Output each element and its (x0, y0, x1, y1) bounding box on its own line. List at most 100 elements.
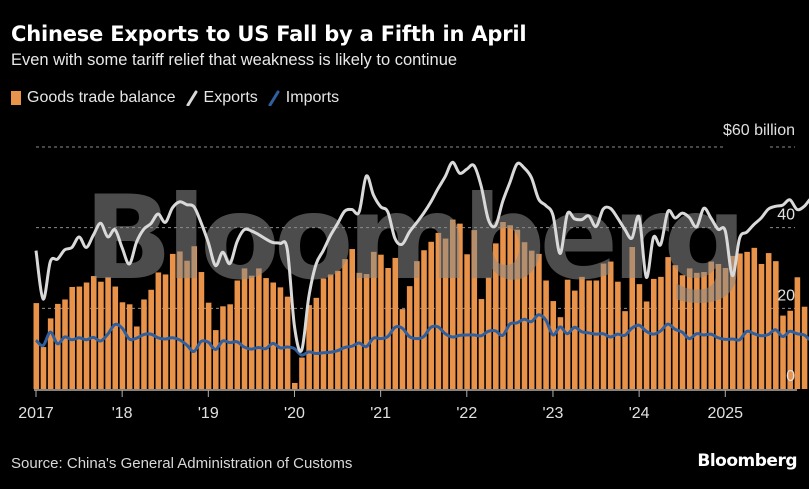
trade-balance-bar (55, 303, 61, 389)
trade-balance-bar (694, 272, 700, 389)
trade-balance-bar (399, 309, 406, 389)
trade-balance-bar (428, 241, 434, 389)
x-tick-label: '20 (284, 405, 305, 422)
trade-balance-bar (521, 242, 528, 389)
trade-balance-bar (370, 251, 377, 389)
trade-balance-bar (227, 304, 233, 389)
trade-balance-bar (543, 280, 549, 389)
trade-balance-bar (385, 268, 391, 389)
trade-balance-bar (335, 270, 341, 389)
trade-balance-swatch-icon (11, 91, 21, 105)
trade-balance-bar (701, 272, 707, 389)
trade-balance-bar (672, 265, 679, 389)
x-tick-label: '22 (456, 405, 477, 422)
trade-balance-bar (313, 297, 320, 389)
trade-balance-bar (213, 330, 219, 389)
trade-balance-bar (493, 243, 499, 389)
y-tick-label: 0 (786, 368, 795, 385)
trade-balance-bar (550, 301, 557, 389)
trade-balance-bar (471, 230, 478, 389)
legend-label-exports: Exports (203, 89, 258, 106)
trade-balance-bar (98, 281, 104, 389)
trade-balance-bar (248, 275, 255, 389)
trade-balance-bar (787, 310, 793, 389)
trade-balance-bar (514, 229, 521, 389)
trade-balance-bar (119, 302, 126, 389)
legend-item-trade-balance: Goods trade balance (11, 89, 176, 107)
trade-balance-bar (126, 304, 133, 389)
trade-balance-bar (256, 268, 262, 389)
trade-balance-bar (177, 251, 183, 389)
trade-balance-bar (744, 251, 750, 389)
x-tick-label: 2025 (707, 405, 743, 422)
trade-balance-bar (284, 296, 291, 389)
trade-balance-bar (241, 268, 248, 389)
series-lines (34, 160, 809, 357)
x-tick-label: 2017 (18, 405, 54, 422)
trade-balance-bar (643, 301, 650, 389)
trade-balance-bar (191, 246, 198, 389)
chart-subtitle: Even with some tariff relief that weakne… (11, 50, 458, 69)
y-tick-label: 20 (777, 287, 795, 304)
trade-balance-bar (622, 311, 628, 389)
x-tick-label: '19 (198, 405, 219, 422)
trade-balance-bar (220, 306, 226, 389)
trade-balance-bar (737, 253, 743, 389)
trade-balance-bar (435, 232, 442, 389)
trade-balance-bar (536, 253, 542, 389)
x-tick-label: '24 (629, 405, 650, 422)
trade-balance-bar (572, 290, 578, 389)
trade-balance-bar (205, 302, 212, 389)
trade-balance-bar (234, 280, 241, 389)
trade-balance-bar (442, 238, 449, 389)
exports-line (34, 160, 809, 353)
trade-balance-bar (306, 305, 312, 389)
legend-label-imports: Imports (285, 89, 340, 106)
trade-balance-bar (586, 280, 592, 389)
trade-balance-bar (141, 299, 147, 389)
trade-balance-bar (40, 347, 47, 389)
trade-balance-bar (134, 326, 140, 389)
trade-balance-bar (801, 306, 808, 389)
trade-balance-bar (169, 253, 176, 389)
trade-balance-bar (478, 299, 485, 389)
trade-balance-bar (758, 263, 765, 389)
trade-balance-bar (658, 276, 664, 389)
trade-balance-bar (485, 277, 492, 389)
trade-balance-bar (342, 259, 348, 389)
x-tick-label: '23 (543, 405, 564, 422)
trade-balance-bar (277, 287, 284, 389)
trade-balance-bar (90, 276, 97, 389)
trade-balance-bar (162, 274, 169, 389)
trade-balance-bar (349, 249, 356, 389)
trade-balance-bar (33, 303, 40, 389)
trade-balance-bar (500, 222, 506, 389)
trade-balance-bar (729, 255, 736, 389)
y-tick-label: $60 billion (723, 122, 795, 139)
x-axis: 2017 '18 '19 '20 '21 '22 '23 '24 2025 (18, 389, 797, 422)
trade-balance-bar (392, 257, 399, 389)
bloomberg-watermark: Bloomberg (84, 171, 740, 306)
trade-balance-bar (629, 247, 636, 389)
trade-balance-bar (708, 261, 715, 389)
legend-label-trade-balance: Goods trade balance (27, 89, 176, 106)
trade-balance-bar (414, 261, 420, 389)
trade-balance-bar (327, 274, 334, 389)
trade-balance-bar (112, 286, 119, 389)
y-tick-label: 40 (777, 207, 795, 224)
trade-balance-bar (780, 315, 786, 389)
trade-balance-bar (263, 278, 269, 389)
trade-balance-bar (69, 286, 75, 389)
trade-balance-bar (155, 272, 162, 389)
source-note: Source: China's General Administration o… (11, 455, 353, 472)
legend-item-exports: Exports (185, 89, 258, 107)
imports-line (34, 313, 809, 357)
bloomberg-logo: Bloomberg (697, 451, 797, 471)
trade-balance-bar (600, 263, 607, 389)
trade-balance-bar (47, 318, 54, 389)
trade-balance-bar (636, 284, 643, 389)
trade-balance-bar (270, 282, 277, 389)
chart-title: Chinese Exports to US Fall by a Fifth in… (11, 22, 527, 46)
trade-balance-bar (421, 250, 427, 389)
